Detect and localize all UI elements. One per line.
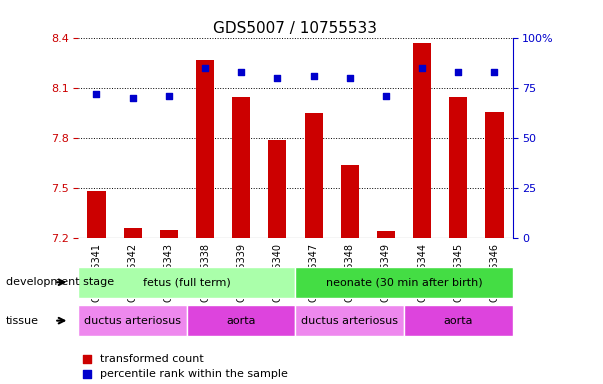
FancyBboxPatch shape xyxy=(295,305,404,336)
Point xyxy=(82,356,92,362)
Point xyxy=(273,75,282,81)
Bar xyxy=(87,192,106,238)
Text: aorta: aorta xyxy=(444,316,473,326)
Bar xyxy=(160,230,178,238)
FancyBboxPatch shape xyxy=(187,305,295,336)
Bar xyxy=(413,43,431,238)
Text: ductus arteriosus: ductus arteriosus xyxy=(84,316,181,326)
Bar xyxy=(305,113,323,238)
Point xyxy=(309,73,318,79)
Point xyxy=(164,93,174,99)
Text: fetus (full term): fetus (full term) xyxy=(143,277,231,287)
Text: tissue: tissue xyxy=(6,316,39,326)
Point xyxy=(417,65,427,71)
Bar xyxy=(485,112,504,238)
Point xyxy=(381,93,391,99)
FancyBboxPatch shape xyxy=(78,305,187,336)
Bar xyxy=(341,165,359,238)
Point xyxy=(345,75,355,81)
Bar xyxy=(377,232,395,238)
Point xyxy=(236,69,246,75)
Text: percentile rank within the sample: percentile rank within the sample xyxy=(100,369,288,379)
Point xyxy=(490,69,499,75)
Bar xyxy=(124,228,142,238)
Point xyxy=(128,95,137,101)
Text: aorta: aorta xyxy=(227,316,256,326)
Text: ductus arteriosus: ductus arteriosus xyxy=(302,316,398,326)
FancyBboxPatch shape xyxy=(78,266,295,298)
Point xyxy=(82,371,92,377)
Bar xyxy=(232,97,250,238)
Point xyxy=(453,69,463,75)
Text: development stage: development stage xyxy=(6,277,114,287)
Point xyxy=(200,65,210,71)
Bar xyxy=(268,140,286,238)
Bar xyxy=(449,97,467,238)
Point xyxy=(92,91,101,98)
Bar xyxy=(196,60,214,238)
Text: neonate (30 min after birth): neonate (30 min after birth) xyxy=(326,277,482,287)
Title: GDS5007 / 10755533: GDS5007 / 10755533 xyxy=(213,21,377,36)
FancyBboxPatch shape xyxy=(404,305,513,336)
Text: transformed count: transformed count xyxy=(100,354,204,364)
FancyBboxPatch shape xyxy=(295,266,513,298)
